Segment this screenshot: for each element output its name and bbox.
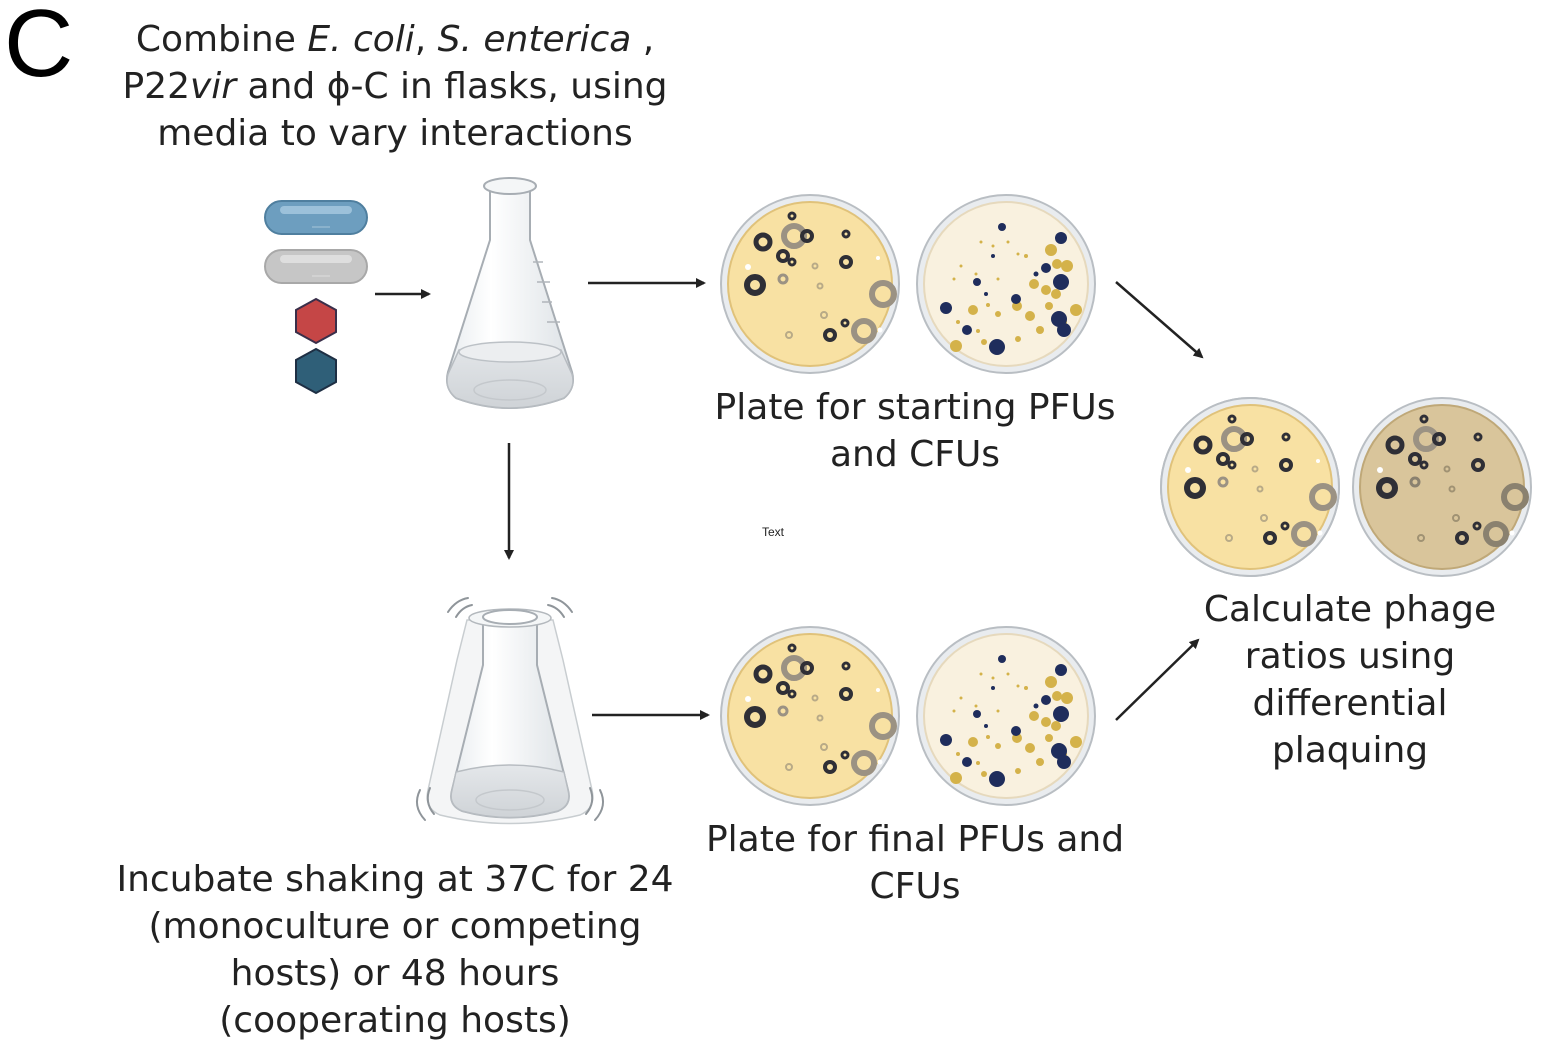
ecoli-rod-icon — [264, 200, 368, 235]
combine-line3: media to vary interactions — [157, 113, 633, 154]
erlenmeyer-flask-icon — [446, 177, 574, 409]
stray-text-label: Text — [762, 525, 785, 539]
plate-start-line2: and CFUs — [829, 434, 1001, 475]
plate-final-line1: Plate for final PFUs and — [705, 819, 1125, 860]
combine-line2: P22vir and ϕ-C in flasks, using — [122, 66, 668, 107]
ecoli-name: E. coli — [307, 19, 415, 60]
phi-c-phage-icon — [295, 347, 337, 395]
start-plaque-plate — [721, 195, 899, 373]
incubate-line3: hosts) or 48 hours — [230, 953, 560, 994]
differential-plate-tan — [1352, 397, 1532, 577]
final-plaque-plate — [721, 627, 899, 805]
p22vir-phage-icon — [295, 297, 337, 345]
combine-line1: Combine E. coli, S. enterica , — [135, 19, 655, 60]
shaking-flask-icon — [415, 597, 605, 825]
incubate-caption: Incubate shaking at 37C for 24 (monocult… — [110, 856, 680, 1044]
incubate-line1: Incubate shaking at 37C for 24 — [116, 859, 674, 900]
combine-caption: Combine E. coli, S. enterica , P22vir an… — [110, 16, 680, 157]
start-colony-plate — [916, 194, 1096, 374]
incubate-line4: (cooperating hosts) — [219, 1000, 571, 1041]
arrow-start-to-calculate — [1115, 281, 1204, 359]
calculate-line4: plaquing — [1271, 730, 1429, 771]
senterica-name: S. enterica — [437, 19, 632, 60]
calculate-line3: differential — [1252, 683, 1448, 724]
arrow-final-to-calculate — [1115, 638, 1200, 721]
vir-name: vir — [190, 66, 237, 107]
calculate-line1: Calculate phage — [1203, 589, 1497, 630]
plate-start-caption: Plate for starting PFUs and CFUs — [700, 384, 1130, 478]
senterica-rod-icon — [264, 249, 368, 284]
differential-plate-yellow — [1161, 398, 1339, 576]
calculate-caption: Calculate phage ratios using differentia… — [1170, 586, 1530, 774]
plate-final-line2: CFUs — [869, 866, 961, 907]
calculate-line2: ratios using — [1244, 636, 1456, 677]
final-colony-plate — [916, 626, 1096, 806]
panel-label: C — [4, 0, 74, 97]
incubate-line2: (monoculture or competing — [148, 906, 642, 947]
plate-start-line1: Plate for starting PFUs — [714, 387, 1116, 428]
plate-final-caption: Plate for final PFUs and CFUs — [690, 816, 1140, 910]
